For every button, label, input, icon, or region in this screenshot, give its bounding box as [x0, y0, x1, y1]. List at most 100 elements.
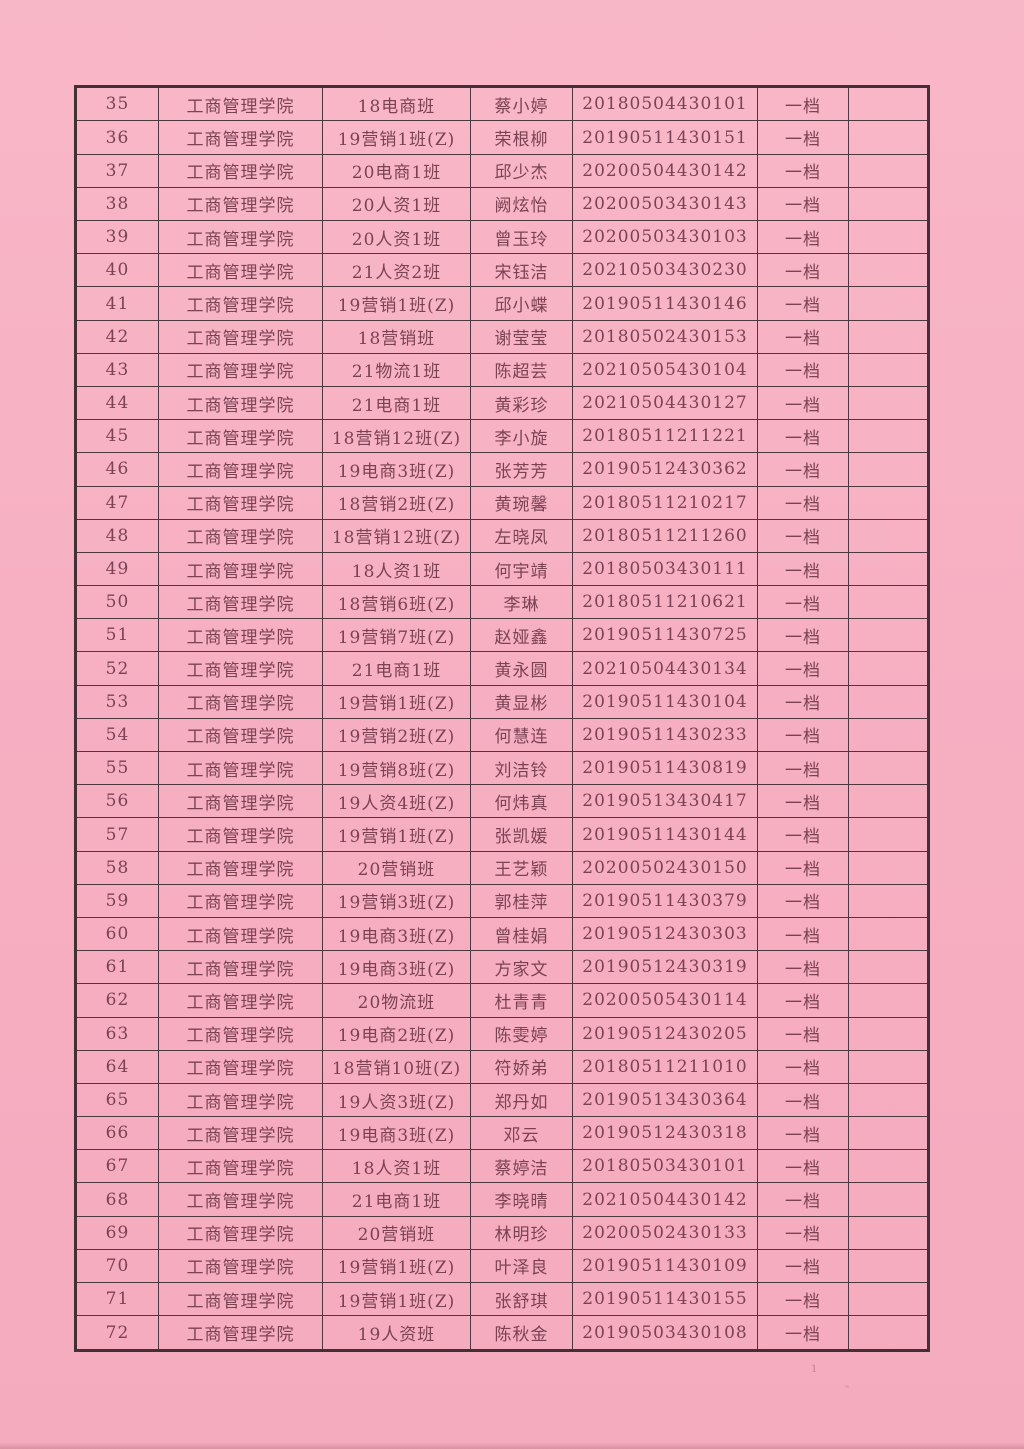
- cell-remark: [848, 352, 929, 387]
- cell-student-id: 20180511210621: [572, 585, 758, 620]
- cell-name: 曾玉玲: [470, 220, 573, 255]
- cell-student-id: 20200502430133: [572, 1215, 758, 1250]
- cell-name: 符娇弟: [470, 1049, 573, 1084]
- cell-college: 工商管理学院: [158, 784, 323, 819]
- cell-class-name: 19营销1班(Z): [322, 120, 471, 155]
- cell-remark: [848, 817, 929, 852]
- cell-no: 50: [75, 585, 159, 620]
- cell-no: 48: [75, 518, 159, 553]
- cell-grade: 一档: [757, 651, 849, 686]
- cell-grade: 一档: [757, 1116, 849, 1151]
- cell-name: 杜青青: [470, 983, 573, 1018]
- cell-grade: 一档: [757, 120, 849, 155]
- table-row: 67 工商管理学院 18人资1班 蔡婷洁 20180503430101 一档: [75, 1149, 929, 1184]
- cell-name: 何宇靖: [470, 551, 573, 587]
- table-row: 72 工商管理学院 19人资班 陈秋金 20190503430108 一档: [75, 1315, 929, 1351]
- cell-no: 60: [75, 916, 159, 952]
- cell-no: 49: [75, 551, 159, 587]
- cell-class-name: 20电商1班: [322, 153, 471, 188]
- cell-college: 工商管理学院: [158, 983, 323, 1018]
- cell-name: 蔡婷洁: [470, 1149, 573, 1184]
- cell-remark: [848, 651, 929, 686]
- cell-remark: [848, 1215, 929, 1250]
- cell-no: 38: [75, 186, 159, 222]
- cell-no: 35: [75, 85, 159, 122]
- cell-student-id: 20190512430205: [572, 1016, 758, 1051]
- cell-grade: 一档: [757, 485, 849, 520]
- student-roster-table: 35 工商管理学院 18电商班 蔡小婷 20180504430101 一档 36 工商管理学院…: [74, 85, 930, 1352]
- cell-grade: 一档: [757, 551, 849, 587]
- cell-no: 43: [75, 352, 159, 387]
- cell-grade: 一档: [757, 385, 849, 421]
- cell-remark: [848, 1016, 929, 1051]
- cell-class-name: 20营销班: [322, 1215, 471, 1250]
- cell-remark: [848, 916, 929, 952]
- cell-college: 工商管理学院: [158, 1082, 323, 1118]
- table-row: 46 工商管理学院 19电商3班(Z) 张芳芳 20190512430362 一档: [75, 452, 929, 487]
- cell-grade: 一档: [757, 850, 849, 885]
- cell-student-id: 20210504430142: [572, 1182, 758, 1217]
- cell-no: 72: [75, 1315, 159, 1351]
- cell-class-name: 19营销1班(Z): [322, 286, 471, 321]
- cell-class-name: 20人资1班: [322, 186, 471, 222]
- cell-no: 64: [75, 1049, 159, 1084]
- cell-grade: 一档: [757, 916, 849, 952]
- cell-college: 工商管理学院: [158, 751, 323, 786]
- table-row: 41 工商管理学院 19营销1班(Z) 邱小蝶 20190511430146 一档: [75, 286, 929, 321]
- scan-speck-dot: [845, 1385, 849, 1388]
- table-row: 49 工商管理学院 18人资1班 何宇靖 20180503430111 一档: [75, 551, 929, 587]
- table-row: 40 工商管理学院 21人资2班 宋钰洁 20210503430230 一档: [75, 253, 929, 288]
- cell-no: 68: [75, 1182, 159, 1217]
- cell-grade: 一档: [757, 717, 849, 753]
- cell-grade: 一档: [757, 784, 849, 819]
- table-row: 60 工商管理学院 19电商3班(Z) 曾桂娟 20190512430303 一档: [75, 916, 929, 952]
- cell-class-name: 19电商3班(Z): [322, 1116, 471, 1151]
- table-row: 38 工商管理学院 20人资1班 阙炫怡 20200503430143 一档: [75, 186, 929, 222]
- cell-class-name: 20人资1班: [322, 220, 471, 255]
- cell-college: 工商管理学院: [158, 883, 323, 918]
- cell-remark: [848, 120, 929, 155]
- table-row: 44 工商管理学院 21电商1班 黄彩珍 20210504430127 一档: [75, 385, 929, 421]
- cell-college: 工商管理学院: [158, 1282, 323, 1317]
- cell-student-id: 20180511210217: [572, 485, 758, 520]
- cell-grade: 一档: [757, 684, 849, 719]
- cell-college: 工商管理学院: [158, 419, 323, 454]
- cell-class-name: 18营销10班(Z): [322, 1049, 471, 1084]
- cell-college: 工商管理学院: [158, 1248, 323, 1284]
- cell-class-name: 18人资1班: [322, 1149, 471, 1184]
- cell-student-id: 20190511430146: [572, 286, 758, 321]
- cell-remark: [848, 253, 929, 288]
- cell-no: 53: [75, 684, 159, 719]
- cell-class-name: 19营销7班(Z): [322, 618, 471, 653]
- cell-college: 工商管理学院: [158, 120, 323, 155]
- cell-grade: 一档: [757, 983, 849, 1018]
- cell-student-id: 20190511430379: [572, 883, 758, 918]
- cell-college: 工商管理学院: [158, 1016, 323, 1051]
- cell-grade: 一档: [757, 286, 849, 321]
- cell-student-id: 20210503430230: [572, 253, 758, 288]
- cell-no: 61: [75, 950, 159, 985]
- cell-class-name: 19营销3班(Z): [322, 883, 471, 918]
- table-row: 68 工商管理学院 21电商1班 李晓晴 20210504430142 一档: [75, 1182, 929, 1217]
- cell-name: 谢莹莹: [470, 319, 573, 354]
- cell-college: 工商管理学院: [158, 253, 323, 288]
- cell-name: 邓云: [470, 1116, 573, 1151]
- cell-name: 阙炫怡: [470, 186, 573, 222]
- cell-no: 51: [75, 618, 159, 653]
- cell-remark: [848, 85, 929, 122]
- cell-college: 工商管理学院: [158, 1182, 323, 1217]
- cell-class-name: 18营销12班(Z): [322, 419, 471, 454]
- cell-remark: [848, 485, 929, 520]
- cell-student-id: 20190512430318: [572, 1116, 758, 1151]
- cell-student-id: 20200503430103: [572, 220, 758, 255]
- table-row: 63 工商管理学院 19电商2班(Z) 陈雯婷 20190512430205 一档: [75, 1016, 929, 1051]
- cell-college: 工商管理学院: [158, 684, 323, 719]
- cell-class-name: 18营销2班(Z): [322, 485, 471, 520]
- cell-no: 70: [75, 1248, 159, 1284]
- table-row: 51 工商管理学院 19营销7班(Z) 赵娅鑫 20190511430725 一档: [75, 618, 929, 653]
- cell-name: 邱小蝶: [470, 286, 573, 321]
- cell-college: 工商管理学院: [158, 153, 323, 188]
- cell-remark: [848, 186, 929, 222]
- cell-no: 71: [75, 1282, 159, 1317]
